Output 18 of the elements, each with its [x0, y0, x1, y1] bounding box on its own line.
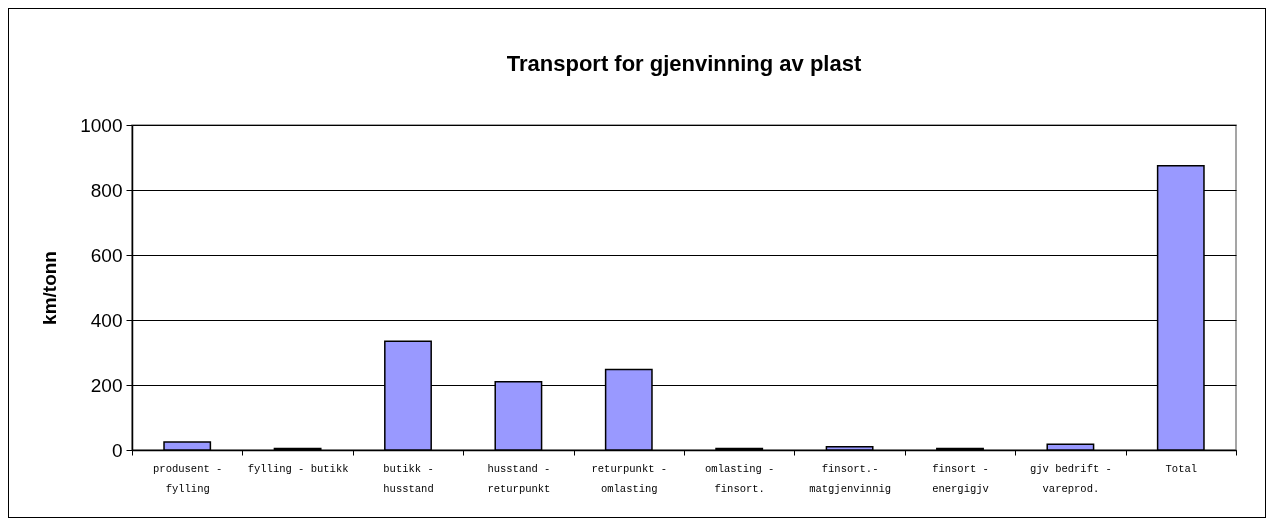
x-tick-label: finsort.- matgjenvinnig	[809, 462, 892, 495]
x-tick-label: butikk - husstand	[383, 462, 434, 495]
x-tick-label: fylling - butikk	[247, 462, 349, 475]
x-tick-label: gjv bedrift - vareprod.	[1029, 462, 1112, 495]
y-tick-label: 800	[90, 179, 123, 201]
y-tick-label: 200	[90, 374, 123, 396]
y-axis-title: km/tonn	[39, 251, 61, 325]
x-tick-label: Total	[1165, 462, 1198, 475]
y-tick-label: 400	[90, 309, 123, 331]
y-tick-label: 600	[90, 244, 123, 266]
y-tick-label: 1000	[80, 114, 123, 136]
x-tick-label: husstand - returpunkt	[487, 462, 551, 495]
y-tick-label: 0	[111, 439, 123, 461]
x-tick-label: finsort - energigjv	[932, 462, 989, 495]
x-tick-label: produsent - fylling	[153, 462, 223, 495]
x-tick-label: returpunkt - omlasting	[591, 462, 668, 495]
x-tick-label: omlasting - finsort.	[705, 462, 775, 495]
chart-title: Transport for gjenvinning av plast	[506, 51, 862, 76]
